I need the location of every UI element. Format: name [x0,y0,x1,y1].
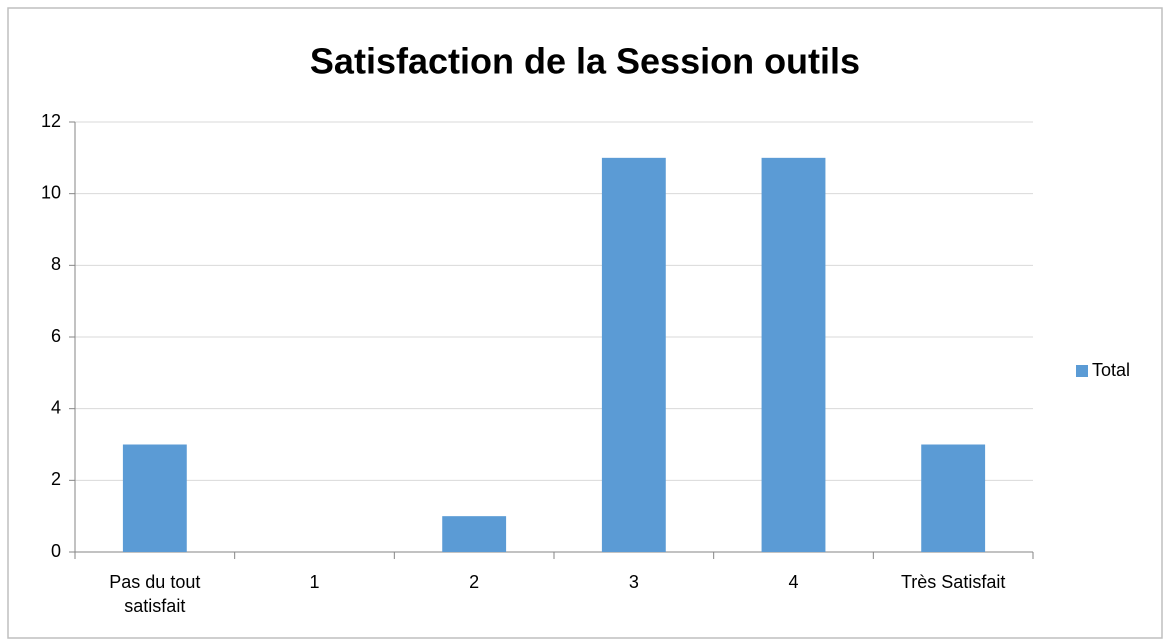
y-tick-label: 10 [41,182,61,202]
x-tick-label: Pas du tout satisfait [109,572,201,616]
x-tick-label: 1 [309,572,320,592]
bar [761,157,826,553]
bar [921,444,986,552]
y-tick-label: 4 [51,397,61,417]
x-tick-label: 2 [469,572,480,592]
y-tick-label: 0 [51,541,61,561]
x-tick-label: 3 [628,572,639,592]
chart-title: Satisfaction de la Session outils [310,41,860,82]
y-tick-label: 12 [41,111,61,131]
bar [122,444,187,552]
bar [601,157,666,553]
legend-label: Total [1092,360,1130,380]
x-tick-label: Très Satisfait [900,572,1006,592]
legend-swatch [1076,365,1088,377]
y-tick-label: 8 [51,254,61,274]
x-tick-label: 4 [788,572,799,592]
y-tick-label: 2 [51,469,61,489]
bar [442,516,507,552]
y-tick-label: 6 [51,326,61,346]
